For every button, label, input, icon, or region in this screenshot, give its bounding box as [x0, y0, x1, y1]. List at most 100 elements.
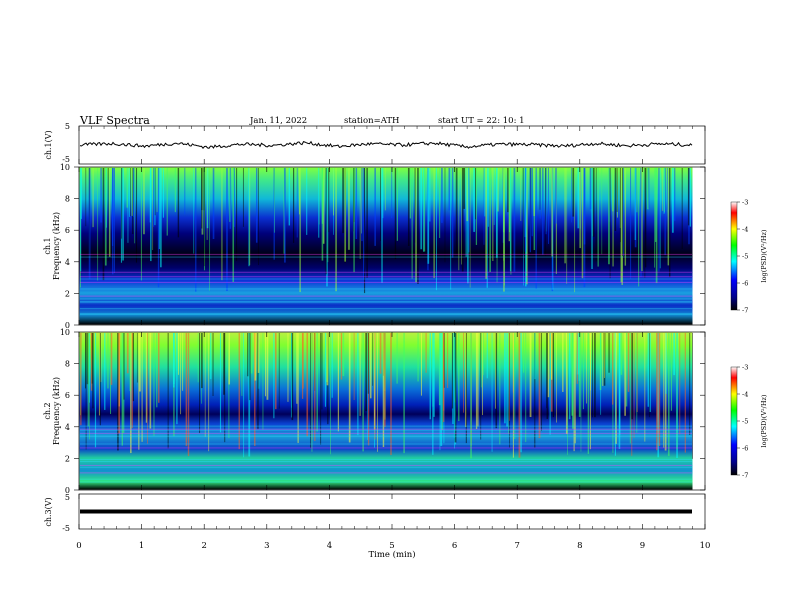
spectrogram-streak [306, 168, 308, 235]
spectrogram-streak [273, 333, 275, 419]
spectrogram-streak [113, 168, 115, 274]
spectrogram-streak [363, 168, 366, 294]
spectrogram-streak [123, 333, 125, 400]
spectrogram-streak [648, 333, 650, 418]
spectrogram-streak [439, 168, 441, 238]
spectrogram-streak [384, 333, 386, 428]
spectrogram-streak [331, 333, 333, 398]
spectrogram-streak [337, 333, 340, 432]
spectrogram-streak [534, 333, 536, 380]
spectrogram-streak [665, 333, 667, 394]
spectrogram-streak [316, 333, 318, 432]
spectrogram-streak [88, 168, 90, 257]
spectrogram-streak [667, 168, 670, 266]
ch1-spectrogram-yticks: 0 2 4 6 8 10 [60, 163, 705, 330]
spectrogram-streak [513, 168, 516, 272]
spectrogram-streak [679, 333, 681, 435]
spectrogram-band [80, 458, 692, 460]
spectrogram-streak [367, 333, 368, 440]
spectrogram-streak [132, 168, 135, 217]
spectrogram-streak [689, 333, 691, 435]
spectrogram-streak [326, 168, 328, 287]
y-tick-label: 0 [65, 486, 70, 495]
y-tick-label: 2 [65, 289, 70, 298]
spectrogram-streak [586, 333, 587, 404]
spectrogram-streak [203, 168, 205, 267]
spectrogram-streak [616, 168, 618, 212]
spectrogram-streak [627, 333, 630, 392]
spectrogram-streak [583, 168, 586, 245]
spectrogram-streak [290, 333, 292, 418]
spectrogram-band [80, 435, 692, 437]
x-tick-label: 10 [700, 541, 711, 551]
spectrogram-streak [595, 168, 597, 262]
spectrogram-streak [659, 168, 661, 269]
spectrogram-streak [86, 333, 89, 385]
spectrogram-streak [353, 168, 355, 273]
spectrogram-streak [80, 168, 82, 272]
spectrogram-streak [591, 168, 593, 270]
spectrogram-streak [524, 168, 527, 252]
x-tick-label: 4 [327, 541, 332, 551]
spectrogram-streak [210, 333, 212, 380]
spectrogram-streak [555, 168, 557, 224]
ch3-waveform-ylabel: ch.3(V) [44, 497, 53, 526]
x-tick-label: 3 [264, 541, 269, 551]
spectrogram-band [80, 298, 692, 300]
spectrogram-streak [473, 168, 476, 232]
spectrogram-band [80, 256, 692, 258]
ch2-colorbar-label: log(PSD)(V²/Hz) [760, 394, 768, 447]
spectrogram-streak [132, 168, 134, 235]
spectrogram-streak [658, 333, 661, 447]
spectrogram-streak [523, 333, 525, 373]
spectrogram-streak [546, 333, 548, 419]
spectrogram-streak [273, 168, 275, 260]
spectrogram-streak [199, 333, 201, 434]
spectrogram-streak [689, 168, 692, 227]
y-tick-label: 6 [65, 226, 70, 235]
ch3-ytick-5: 5 [65, 493, 70, 502]
spectrogram-streak [201, 168, 203, 229]
spectrogram-streak [288, 168, 290, 226]
y-tick-label: 8 [65, 360, 70, 369]
spectrogram-streak [98, 333, 100, 416]
spectrogram-streak [264, 333, 266, 397]
spectrogram-streak [257, 333, 259, 430]
spectrogram-streak [480, 333, 482, 388]
spectrogram-streak [579, 168, 581, 249]
spectrogram-streak [107, 333, 109, 389]
spectrogram-band [80, 464, 692, 466]
spectrogram-streak [568, 333, 571, 420]
spectrogram-streak [127, 168, 129, 243]
spectrogram-streak [140, 168, 142, 281]
spectrogram-streak [572, 333, 574, 429]
y-tick-label: 2 [65, 454, 70, 463]
spectrogram-streak [136, 333, 138, 383]
ch1-waveform-ylabel: ch.1(V) [44, 130, 53, 159]
spectrogram-streak [357, 333, 359, 436]
spectrogram-streak [296, 168, 298, 238]
spectrogram-streak [180, 333, 182, 415]
spectrogram-streak [480, 333, 482, 440]
spectrogram-streak [348, 333, 351, 443]
spectrogram-streak [644, 168, 646, 278]
spectrogram-streak [589, 168, 592, 210]
spectrogram-streak [153, 333, 155, 436]
spectrogram-streak [226, 168, 228, 291]
spectrogram-streak [99, 333, 101, 426]
spectrogram-streak [324, 333, 327, 407]
spectrogram-streak [228, 333, 230, 439]
colorbar-tick-label: -6 [742, 280, 748, 288]
spectrogram-streak [318, 168, 320, 238]
spectrogram-streak [564, 168, 566, 264]
spectrogram-streak [255, 168, 258, 243]
spectrogram-band [80, 295, 692, 297]
spectrogram-streak [633, 333, 635, 438]
spectrogram-streak [687, 168, 690, 226]
spectrogram-band [80, 447, 692, 449]
spectrogram-streak [454, 333, 457, 443]
spectrogram-streak [411, 168, 413, 279]
spectrogram-streak [450, 168, 452, 290]
spectrogram-streak [597, 168, 599, 267]
